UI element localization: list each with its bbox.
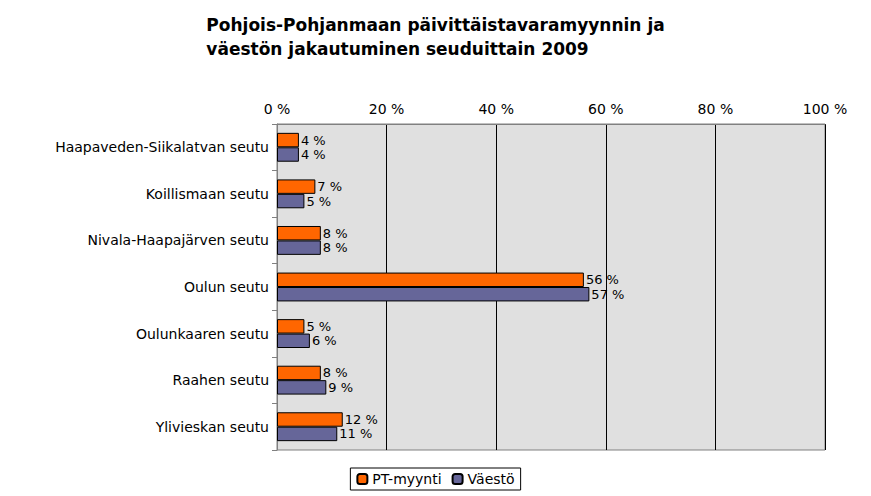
svg-text:Oulunkaaren seutu: Oulunkaaren seutu — [136, 326, 269, 342]
svg-text:4 %: 4 % — [301, 133, 326, 148]
svg-text:8 %: 8 % — [323, 365, 348, 380]
svg-text:Haapaveden-Siikalatvan seutu: Haapaveden-Siikalatvan seutu — [55, 139, 269, 155]
svg-text:0 %: 0 % — [264, 101, 291, 117]
svg-text:PT-myynti: PT-myynti — [372, 471, 441, 487]
svg-text:väestön jakautuminen seuduitta: väestön jakautuminen seuduittain 2009 — [206, 39, 588, 59]
svg-text:Väestö: Väestö — [468, 471, 515, 487]
svg-text:40 %: 40 % — [478, 101, 514, 117]
svg-text:5 %: 5 % — [306, 319, 331, 334]
svg-text:7 %: 7 % — [317, 179, 342, 194]
svg-text:6 %: 6 % — [312, 333, 337, 348]
svg-text:20 %: 20 % — [369, 101, 405, 117]
svg-text:Pohjois-Pohjanmaan päivittäist: Pohjois-Pohjanmaan päivittäistavaramyynn… — [206, 15, 664, 35]
svg-text:11 %: 11 % — [339, 426, 372, 441]
svg-text:100 %: 100 % — [803, 101, 847, 117]
svg-text:Oulun seutu: Oulun seutu — [184, 279, 269, 295]
svg-text:12 %: 12 % — [345, 412, 378, 427]
svg-text:8 %: 8 % — [323, 240, 348, 255]
svg-text:80 %: 80 % — [698, 101, 734, 117]
svg-text:Ylivieskan seutu: Ylivieskan seutu — [155, 419, 269, 435]
svg-text:60 %: 60 % — [588, 101, 624, 117]
svg-text:Nivala-Haapajärven seutu: Nivala-Haapajärven seutu — [88, 232, 270, 248]
svg-text:Koillismaan seutu: Koillismaan seutu — [146, 186, 269, 202]
svg-text:8 %: 8 % — [323, 226, 348, 241]
svg-text:57 %: 57 % — [591, 287, 624, 302]
svg-text:5 %: 5 % — [306, 194, 331, 209]
svg-text:9 %: 9 % — [328, 380, 353, 395]
svg-text:56 %: 56 % — [586, 272, 619, 287]
svg-text:4 %: 4 % — [301, 147, 326, 162]
svg-text:Raahen seutu: Raahen seutu — [172, 372, 269, 388]
